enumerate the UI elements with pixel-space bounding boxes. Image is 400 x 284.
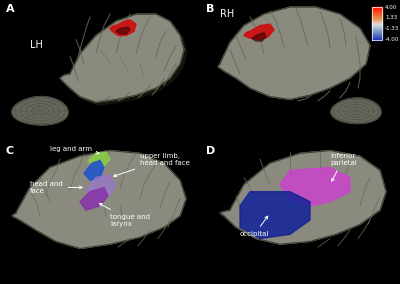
Polygon shape — [88, 152, 110, 168]
Polygon shape — [372, 33, 382, 34]
Polygon shape — [12, 151, 186, 248]
Text: RH: RH — [220, 9, 234, 19]
Polygon shape — [372, 26, 382, 27]
Polygon shape — [372, 32, 382, 33]
Text: -4.00: -4.00 — [385, 37, 399, 42]
Text: leg and arm: leg and arm — [50, 146, 99, 154]
Polygon shape — [60, 14, 184, 102]
Polygon shape — [372, 35, 382, 36]
Polygon shape — [116, 27, 130, 34]
Text: occipital: occipital — [240, 216, 269, 237]
Polygon shape — [372, 22, 382, 23]
Polygon shape — [372, 36, 382, 37]
Polygon shape — [110, 20, 136, 36]
Polygon shape — [372, 10, 382, 11]
Text: upper limb,
head and face: upper limb, head and face — [114, 153, 190, 177]
Text: head and
face: head and face — [30, 181, 82, 194]
Polygon shape — [218, 7, 370, 99]
Polygon shape — [252, 33, 266, 41]
Polygon shape — [331, 98, 381, 124]
Polygon shape — [12, 97, 68, 125]
Polygon shape — [372, 18, 382, 19]
Polygon shape — [372, 14, 382, 15]
Polygon shape — [372, 17, 382, 18]
Polygon shape — [86, 175, 116, 200]
Text: 1.33: 1.33 — [385, 16, 397, 20]
Text: -1.33: -1.33 — [385, 26, 399, 31]
Polygon shape — [372, 12, 382, 13]
Polygon shape — [372, 9, 382, 10]
Polygon shape — [372, 8, 382, 9]
Polygon shape — [280, 168, 350, 206]
Polygon shape — [372, 28, 382, 29]
Polygon shape — [372, 13, 382, 14]
Polygon shape — [244, 24, 274, 40]
Polygon shape — [63, 17, 187, 105]
Polygon shape — [372, 25, 382, 26]
Text: inferior
parietal: inferior parietal — [330, 153, 357, 181]
Polygon shape — [372, 37, 382, 38]
Polygon shape — [372, 24, 382, 25]
Polygon shape — [372, 20, 382, 21]
Polygon shape — [372, 16, 382, 17]
Polygon shape — [240, 192, 310, 239]
Text: LH: LH — [30, 40, 43, 51]
Polygon shape — [372, 15, 382, 16]
Text: B: B — [206, 4, 214, 14]
Polygon shape — [372, 29, 382, 30]
Polygon shape — [372, 34, 382, 35]
Polygon shape — [220, 151, 386, 244]
Polygon shape — [372, 19, 382, 20]
Text: tongue and
larynx: tongue and larynx — [99, 203, 150, 227]
Polygon shape — [372, 38, 382, 39]
Polygon shape — [80, 187, 108, 210]
Text: A: A — [6, 4, 15, 14]
Polygon shape — [84, 160, 104, 180]
Polygon shape — [372, 27, 382, 28]
Polygon shape — [372, 31, 382, 32]
Polygon shape — [372, 23, 382, 24]
Polygon shape — [372, 39, 382, 40]
Text: D: D — [206, 146, 215, 156]
Text: C: C — [6, 146, 14, 156]
Polygon shape — [372, 11, 382, 12]
Text: 4.00: 4.00 — [385, 5, 397, 10]
Polygon shape — [372, 30, 382, 31]
Polygon shape — [372, 21, 382, 22]
Polygon shape — [372, 7, 382, 8]
